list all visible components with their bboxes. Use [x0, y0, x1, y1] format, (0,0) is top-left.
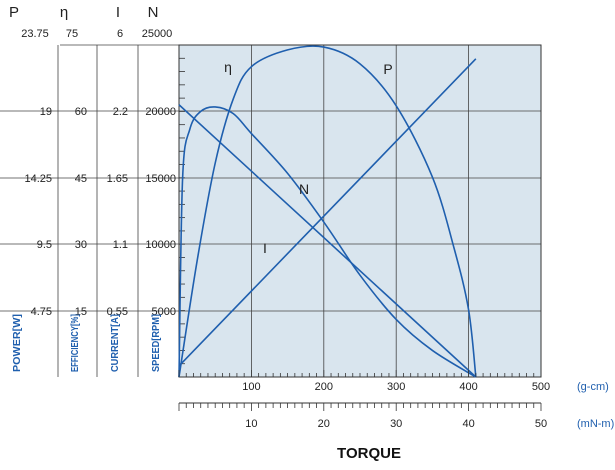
- series-line-P: [178, 45, 477, 378]
- series-group: Pη N I: [178, 45, 477, 378]
- y-tick-label: 0.55: [107, 306, 128, 318]
- axis-symbol-4: N: [148, 4, 159, 21]
- y-tick-label: 14.25: [24, 173, 52, 185]
- series-line-I: [178, 58, 477, 367]
- y-tick-label: 30: [75, 239, 87, 251]
- y-tick-label: 60: [75, 106, 87, 118]
- axis-symbol-3: I: [116, 4, 120, 21]
- y-tick-label: 19: [40, 106, 52, 118]
- x-axis: 100 200 300 400 500 (g-cm) 10 20 30 40 50 (mN-m): [178, 370, 614, 430]
- y-tick-label: 20000: [145, 106, 176, 118]
- y-axis-label-4: SPEED[RPM]: [151, 314, 162, 372]
- series-label-η: η: [224, 59, 232, 75]
- x-primary-tick-label: 300: [387, 381, 405, 393]
- y-tick-label: 15: [75, 306, 87, 318]
- x-secondary-tick-label: 50: [535, 418, 547, 430]
- y-tick-label: 2.2: [113, 106, 128, 118]
- x-primary-tick-label: 100: [242, 381, 260, 393]
- x-secondary-tick-label: 40: [462, 418, 474, 430]
- y-tick-label: 4.75: [31, 306, 52, 318]
- y-tick-label: 6: [117, 28, 123, 40]
- y-tick-label: 15000: [145, 173, 176, 185]
- x-secondary-tick-label: 30: [390, 418, 402, 430]
- x-primary-unit: (g-cm): [577, 381, 609, 393]
- series-label-P: P: [383, 61, 392, 77]
- x-secondary-unit: (mN-m): [577, 418, 614, 430]
- y-tick-label: 75: [66, 28, 78, 40]
- labels: TORQUE: [337, 445, 401, 462]
- series-line-η: [178, 106, 477, 378]
- series-label-N: N: [299, 181, 309, 197]
- plot-area: [179, 45, 541, 377]
- x-axis-title: TORQUE: [337, 445, 401, 462]
- y-axis-label-2: EFFICIENCY[%]: [70, 314, 81, 372]
- series-line-N: [178, 104, 477, 378]
- y-tick-label: 1.1: [113, 239, 128, 251]
- left-axis-table: P23.75 19 14.25 9.5 4.75 POWER[W] η 75 60 45 30 15E…: [9, 4, 176, 377]
- axis-symbol-2: η: [60, 4, 68, 21]
- x-secondary-tick-label: 10: [245, 418, 257, 430]
- y-tick-label: 5000: [152, 306, 176, 318]
- series-label-I: I: [263, 240, 267, 256]
- y-tick-label: 45: [75, 173, 87, 185]
- x-primary-tick-label: 500: [532, 381, 550, 393]
- y-tick-label: 9.5: [37, 239, 52, 251]
- y-axis-label-1: POWER[W]: [12, 314, 23, 372]
- x-primary-tick-label: 400: [459, 381, 477, 393]
- y-tick-label: 23.75: [21, 28, 49, 40]
- y-axis-label-3: CURRENT[A]: [110, 314, 121, 372]
- x-primary-tick-label: 200: [315, 381, 333, 393]
- y-tick-label: 1.65: [107, 173, 128, 185]
- y-tick-label: 25000: [142, 28, 173, 40]
- y-tick-label: 10000: [145, 239, 176, 251]
- axis-symbol-1: P: [9, 4, 19, 21]
- x-secondary-tick-label: 20: [318, 418, 330, 430]
